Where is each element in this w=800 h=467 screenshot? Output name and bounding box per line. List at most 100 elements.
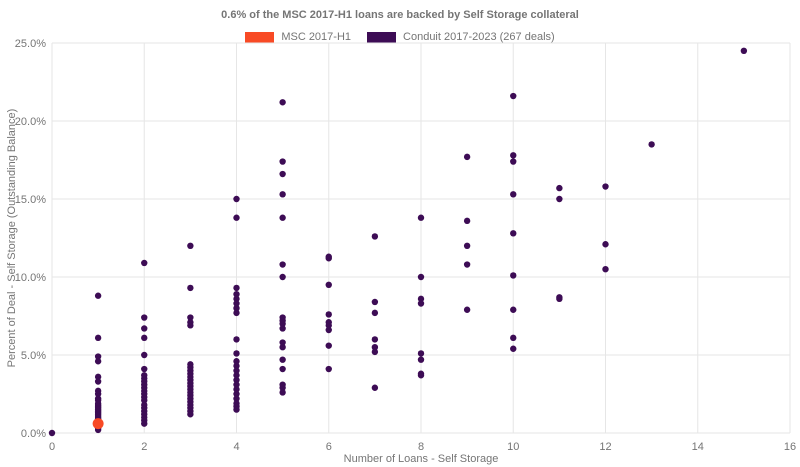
- conduit-data-point: [463, 306, 471, 313]
- legend-item-conduit[interactable]: Conduit 2017-2023 (267 deals): [367, 31, 555, 43]
- conduit-data-point: [279, 214, 286, 221]
- conduit-data-point: [48, 429, 56, 437]
- conduit-data-point: [233, 367, 240, 374]
- x-tick-label: 10: [507, 441, 519, 453]
- conduit-data-point: [187, 284, 194, 292]
- conduit-data-point: [233, 350, 240, 357]
- conduit-data-point: [417, 300, 425, 307]
- conduit-data-point: [279, 158, 286, 165]
- conduit-data-point: [94, 373, 102, 381]
- conduit-data-point: [325, 255, 332, 262]
- legend: MSC 2017-H1 Conduit 2017-2023 (267 deals…: [0, 31, 800, 43]
- x-tick-label: 12: [599, 441, 611, 453]
- conduit-data-point: [325, 342, 332, 349]
- conduit-data-point: [279, 339, 286, 346]
- conduit-data-point: [510, 158, 517, 165]
- y-tick-label: 10.0%: [15, 272, 46, 284]
- conduit-data-point: [371, 233, 379, 240]
- conduit-data-point: [648, 141, 655, 148]
- conduit-data-point: [417, 372, 425, 379]
- conduit-data-point: [233, 362, 240, 370]
- conduit-data-point: [279, 344, 286, 351]
- conduit-data-point: [233, 386, 240, 393]
- conduit-data-point: [141, 334, 148, 342]
- conduit-data-point: [141, 325, 148, 332]
- conduit-data-point: [510, 345, 517, 352]
- conduit-data-point: [371, 309, 379, 317]
- conduit-data-point: [556, 295, 563, 303]
- conduit-data-point: [187, 242, 194, 249]
- conduit-data-point: [279, 273, 286, 281]
- conduit-data-point: [417, 273, 425, 281]
- conduit-data-point: [279, 320, 286, 327]
- conduit-data-point: [94, 292, 102, 299]
- conduit-data-point: [187, 322, 194, 329]
- conduit-data-point: [94, 390, 102, 398]
- conduit-data-point: [556, 184, 563, 192]
- conduit-data-point: [463, 242, 471, 249]
- legend-item-msc[interactable]: MSC 2017-H1: [245, 31, 351, 43]
- conduit-data-point: [94, 334, 102, 342]
- msc-data-point: [92, 418, 104, 430]
- conduit-data-point: [187, 411, 194, 418]
- conduit-data-point: [371, 298, 379, 306]
- y-tick-label: 25.0%: [15, 38, 46, 50]
- conduit-data-point: [279, 356, 286, 363]
- conduit-data-point: [510, 334, 517, 342]
- conduit-data-point: [325, 322, 332, 329]
- conduit-data-point: [279, 261, 286, 268]
- conduit-data-point: [233, 395, 240, 402]
- y-tick-label: 15.0%: [15, 194, 46, 206]
- conduit-data-point: [233, 390, 240, 398]
- conduit-data-point: [233, 305, 240, 312]
- conduit-data-point: [279, 170, 286, 178]
- x-tick-label: 8: [418, 441, 424, 453]
- conduit-data-point: [602, 183, 609, 190]
- conduit-data-point: [325, 365, 332, 373]
- conduit-data-point: [510, 152, 517, 159]
- conduit-data-point: [463, 261, 471, 268]
- conduit-data-point: [417, 214, 425, 221]
- conduit-data-point: [279, 191, 286, 198]
- conduit-data-point: [325, 311, 332, 318]
- conduit-data-point: [463, 217, 471, 225]
- conduit-data-point: [94, 358, 102, 365]
- conduit-data-point: [510, 92, 517, 100]
- legend-label-conduit: Conduit 2017-2023 (267 deals): [403, 31, 555, 43]
- y-tick-label: 20.0%: [15, 116, 46, 128]
- x-tick-label: 16: [784, 441, 796, 453]
- conduit-data-point: [325, 326, 332, 334]
- conduit-data-point: [233, 406, 240, 413]
- conduit-data-point: [141, 397, 148, 404]
- conduit-data-point: [279, 99, 286, 106]
- x-tick-label: 0: [49, 441, 55, 453]
- conduit-data-point: [279, 365, 286, 373]
- conduit-data-point: [556, 195, 563, 203]
- conduit-data-point: [510, 306, 517, 313]
- conduit-data-point: [325, 281, 332, 288]
- conduit-data-point: [233, 309, 240, 317]
- y-tick-label: 5.0%: [21, 350, 46, 362]
- conduit-data-point: [740, 47, 748, 54]
- conduit-data-point: [602, 241, 609, 248]
- conduit-data-point: [233, 381, 240, 388]
- conduit-data-point: [371, 384, 379, 391]
- conduit-data-point: [510, 191, 517, 198]
- conduit-data-point: [371, 336, 379, 343]
- conduit-data-point: [371, 344, 379, 351]
- x-tick-label: 14: [692, 441, 704, 453]
- conduit-data-point: [141, 365, 148, 373]
- legend-swatch-conduit: [367, 31, 397, 43]
- legend-swatch-msc: [245, 31, 275, 43]
- conduit-data-point: [233, 376, 240, 384]
- conduit-data-point: [233, 295, 240, 303]
- conduit-data-point: [233, 372, 240, 379]
- x-tick-label: 6: [326, 441, 332, 453]
- conduit-data-point: [233, 358, 240, 365]
- conduit-data-point: [417, 356, 425, 363]
- conduit-data-point: [233, 300, 240, 307]
- x-tick-label: 4: [233, 441, 239, 453]
- conduit-data-point: [233, 336, 240, 343]
- conduit-data-point: [417, 295, 425, 303]
